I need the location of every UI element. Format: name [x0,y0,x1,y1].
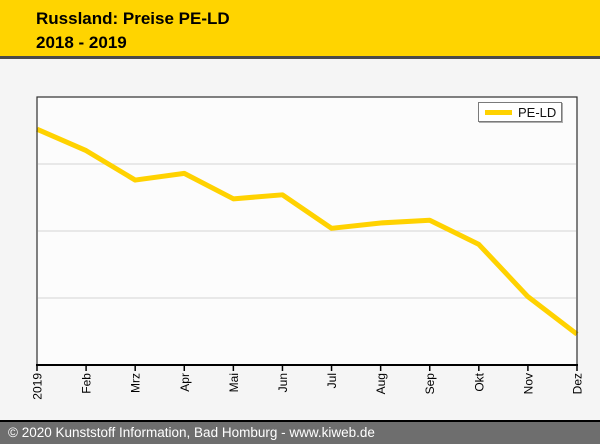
legend-line-swatch [485,109,512,115]
x-tick-label: Mrz [129,373,143,393]
chart-header: Russland: Preise PE-LD 2018 - 2019 [0,0,600,59]
chart-subtitle: 2018 - 2019 [36,33,127,52]
footer-credit: © 2020 Kunststoff Information, Bad Hombu… [0,420,600,444]
x-tick-label: Jun [276,373,290,392]
x-tick-label: Apr [178,373,192,392]
price-chart: 2019 Feb Mrz Apr Mai Jun Jul Aug Sep Okt Nov Dez [31,96,585,400]
x-tick-label: Jul [325,373,339,388]
legend-label: PE-LD [518,104,557,120]
x-tick-label: 2019 [31,373,45,400]
x-tick-label: Mai [227,373,241,392]
x-tick-label: Feb [80,373,94,394]
x-tick-label: Nov [521,373,535,394]
x-tick-label: Sep [423,373,437,395]
chart-title: Russland: Preise PE-LD [36,9,230,28]
price-line [35,126,579,337]
grid-layer [38,163,576,299]
legend: PE-LD [478,102,562,122]
x-tick-label: Okt [472,372,486,391]
x-tick-label: Dez [571,373,585,394]
series-layer [35,126,579,337]
x-tick-label: Aug [374,373,388,394]
x-axis-labels: 2019 Feb Mrz Apr Mai Jun Jul Aug Sep Okt Nov Dez [31,365,585,400]
